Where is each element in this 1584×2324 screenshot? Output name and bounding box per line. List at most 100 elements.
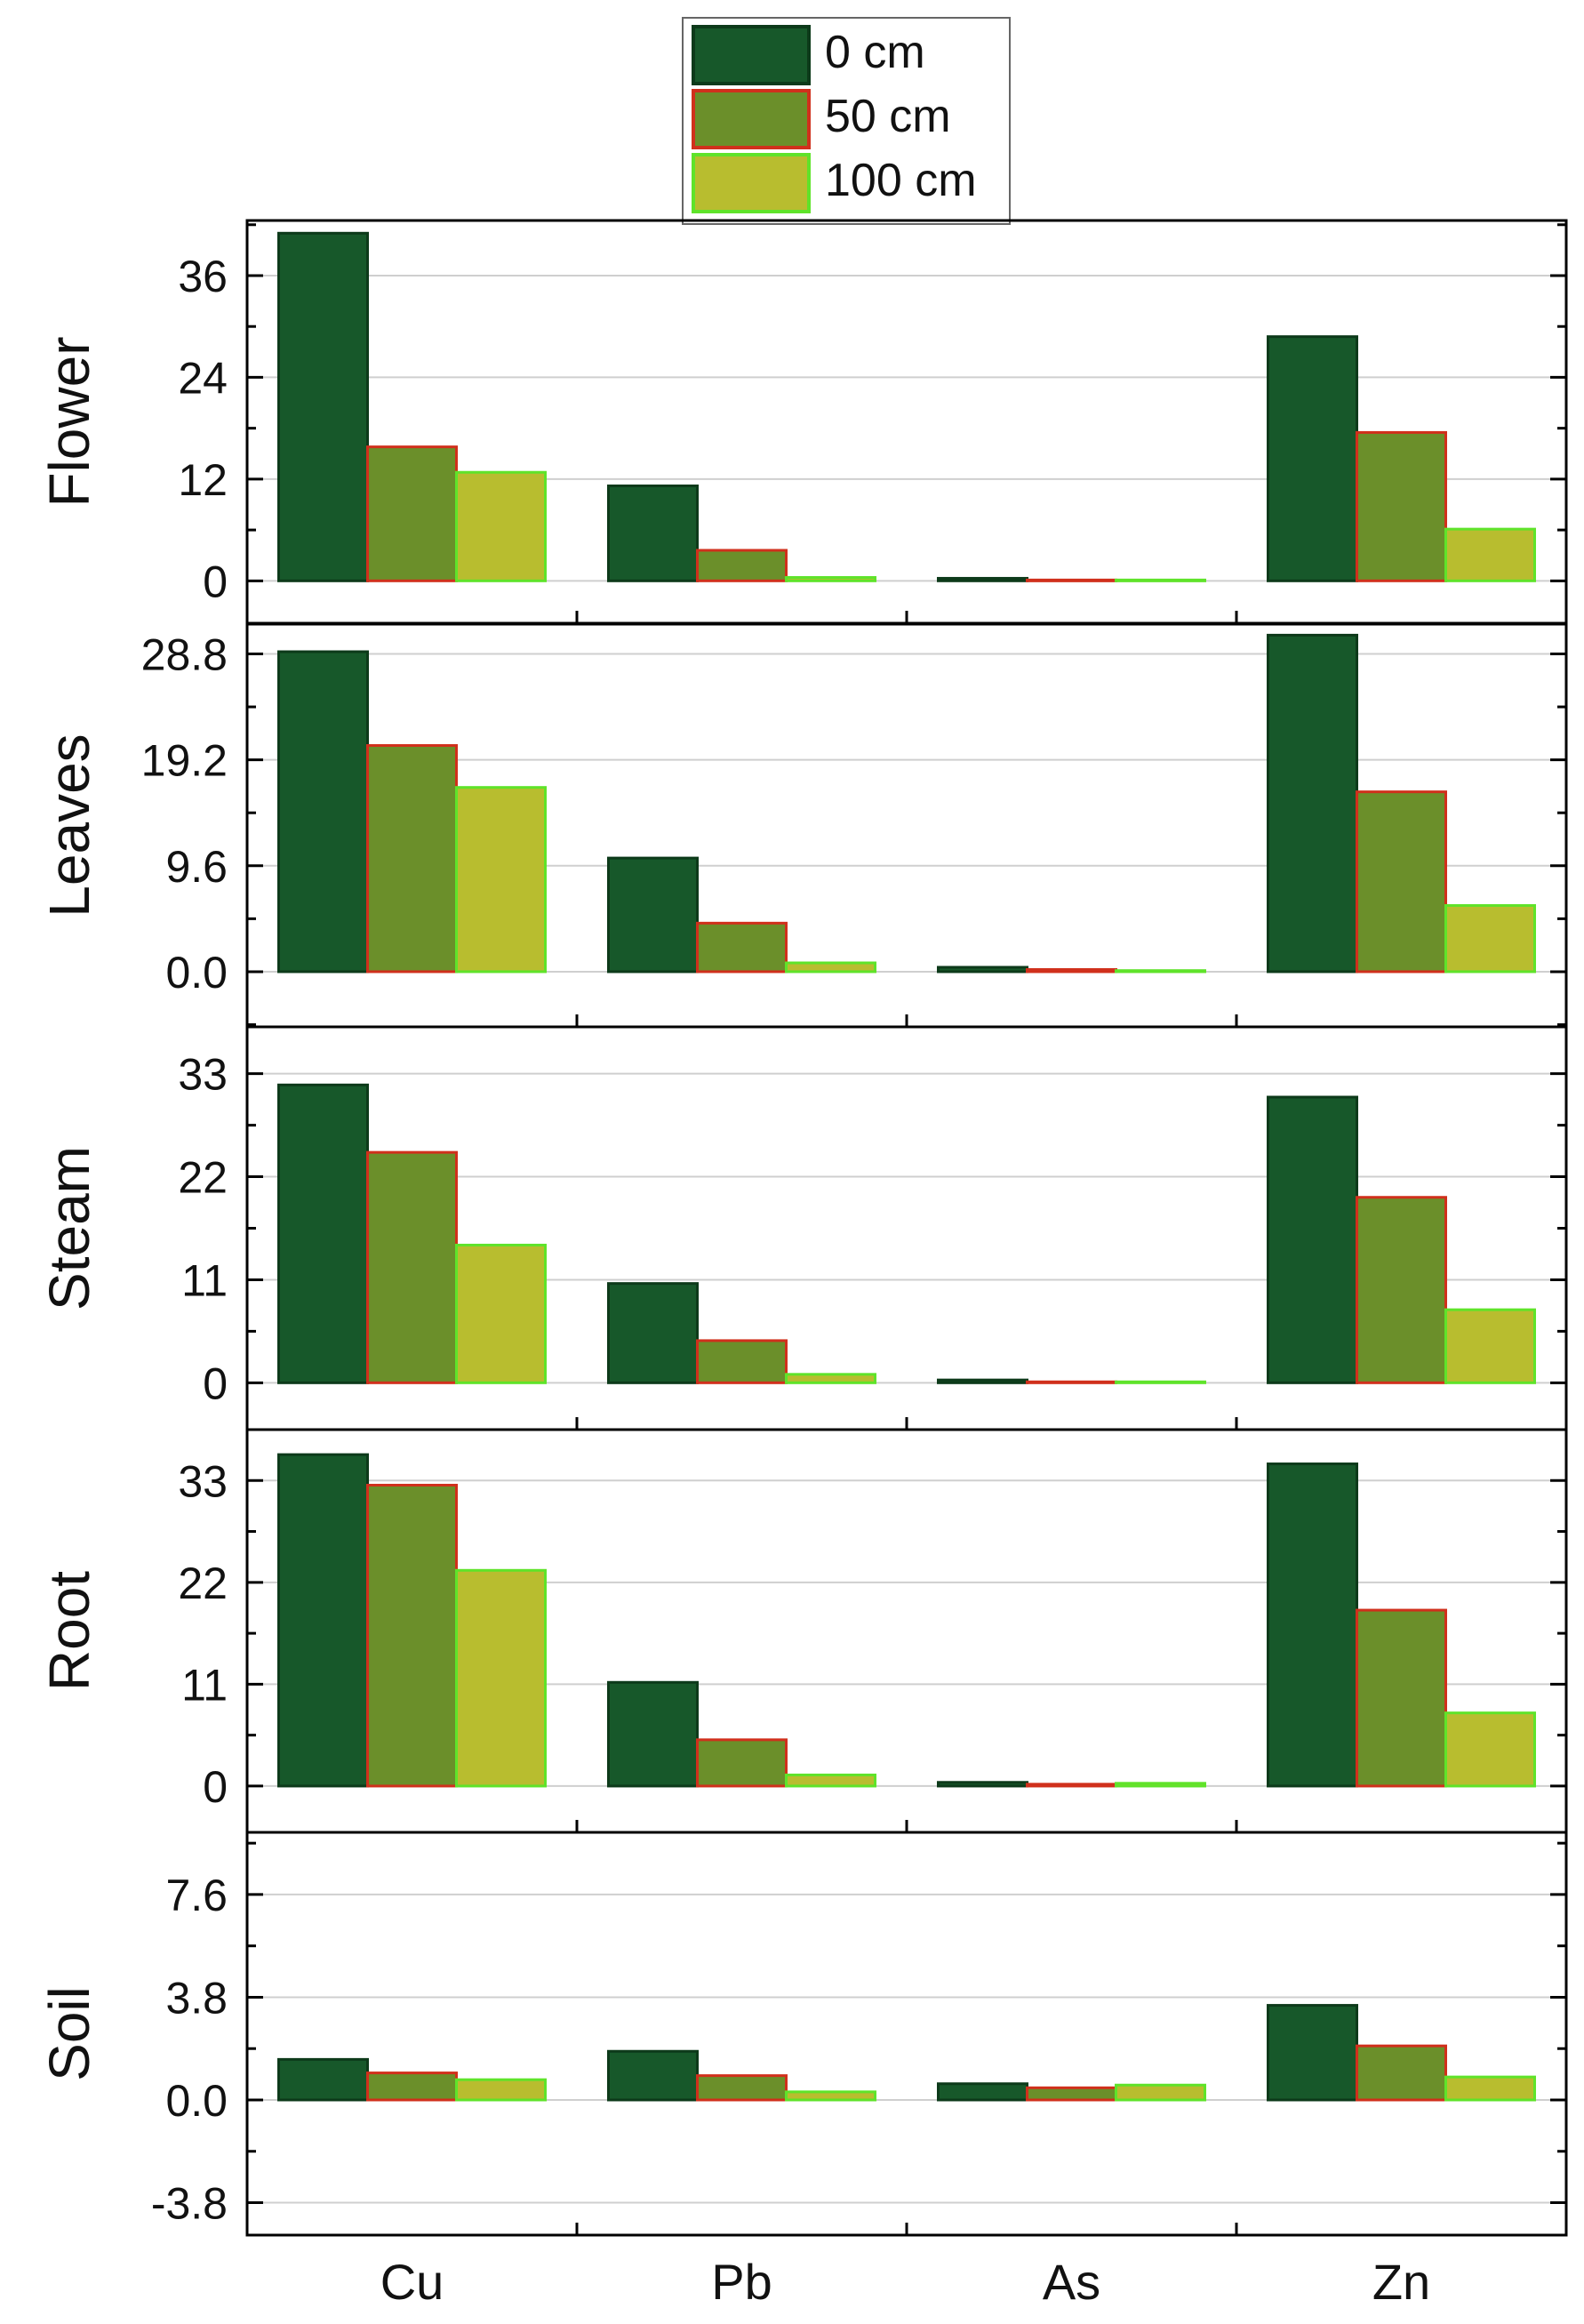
bar-pb-100cm: [785, 1373, 876, 1384]
bar-as-50cm: [1026, 967, 1117, 974]
bar-as-0cm: [937, 966, 1028, 974]
bar-cu-0cm: [277, 1083, 369, 1384]
bar-pb-100cm: [785, 961, 876, 974]
bar-as-0cm: [937, 576, 1028, 582]
bar-zn-0cm: [1267, 1095, 1358, 1384]
ylabel-soil: Soil: [37, 1986, 101, 2081]
bar-as-100cm: [1115, 2083, 1206, 2102]
bar-pb-100cm: [785, 576, 876, 582]
bar-pb-50cm: [696, 1738, 788, 1788]
bar-cu-0cm: [277, 2057, 369, 2102]
bar-zn-100cm: [1444, 1308, 1536, 1384]
legend-label-1: 50 cm: [825, 91, 951, 142]
bar-pb-0cm: [607, 856, 699, 974]
ytick-label-1: 11: [181, 1660, 228, 1710]
bar-pb-0cm: [607, 1680, 699, 1788]
ytick-label-1: 9.6: [165, 842, 228, 892]
bar-zn-100cm: [1444, 1711, 1536, 1788]
bar-zn-50cm: [1356, 2044, 1447, 2102]
xcat-label-pb: Pb: [711, 2254, 772, 2310]
ytick-label-0: 0: [203, 1762, 228, 1812]
bar-pb-100cm: [785, 1773, 876, 1788]
bar-as-100cm: [1115, 1782, 1206, 1788]
panel-steam: 0 11 22 33 Steam: [37, 1025, 1568, 1431]
bar-cu-50cm: [366, 744, 458, 974]
ylabel-steam: Steam: [37, 1146, 101, 1310]
bar-cu-50cm: [366, 1483, 458, 1788]
bar-as-100cm: [1115, 578, 1206, 582]
legend-label-0: 0 cm: [825, 27, 925, 78]
bar-as-50cm: [1026, 578, 1117, 582]
bar-as-50cm: [1026, 1783, 1117, 1788]
bar-pb-50cm: [696, 2074, 788, 2102]
bar-cu-100cm: [455, 470, 547, 582]
bar-as-0cm: [937, 1378, 1028, 1384]
panel-root: 0 11 22 33 Root: [37, 1428, 1568, 1834]
ytick-label-1: 0.0: [165, 2076, 228, 2126]
ytick-label-2: 3.8: [165, 1973, 228, 2023]
xcat-label-zn: Zn: [1372, 2254, 1430, 2310]
bar-cu-100cm: [455, 2078, 547, 2102]
legend: 0 cm 50 cm 100 cm: [682, 17, 1011, 225]
bar-pb-0cm: [607, 485, 699, 582]
ytick-label-0: 0: [203, 557, 228, 606]
bar-pb-0cm: [607, 1282, 699, 1384]
xcat-label-cu: Cu: [380, 2254, 444, 2310]
bar-zn-100cm: [1444, 903, 1536, 974]
bar-zn-0cm: [1267, 633, 1358, 974]
xcat-label-as: As: [1043, 2254, 1100, 2310]
legend-swatch-1: [692, 89, 811, 149]
ylabel-flower: Flower: [37, 336, 101, 507]
bar-cu-0cm: [277, 231, 369, 582]
bar-zn-0cm: [1267, 335, 1358, 582]
ytick-label-0: -3.8: [151, 2179, 228, 2229]
bar-cu-0cm: [277, 1453, 369, 1788]
ytick-label-1: 11: [181, 1255, 228, 1305]
bar-cu-100cm: [455, 786, 547, 974]
ytick-label-3: 7.6: [165, 1871, 228, 1920]
legend-swatch-2: [692, 153, 811, 213]
ylabel-root: Root: [37, 1571, 101, 1691]
bar-as-0cm: [937, 2082, 1028, 2102]
ytick-label-0: 0: [203, 1358, 228, 1408]
panel-soil: -3.8 0.0 3.8 7.6 Soil: [37, 1831, 1568, 2237]
bar-as-0cm: [937, 1781, 1028, 1788]
bar-as-100cm: [1115, 969, 1206, 974]
ytick-label-2: 19.2: [141, 736, 228, 786]
bar-cu-50cm: [366, 1150, 458, 1384]
bar-pb-50cm: [696, 1339, 788, 1384]
bar-zn-0cm: [1267, 2004, 1358, 2102]
ytick-label-2: 22: [178, 1153, 228, 1203]
bar-zn-50cm: [1356, 790, 1447, 974]
bar-zn-100cm: [1444, 2075, 1536, 2102]
legend-label-2: 100 cm: [825, 155, 977, 206]
ytick-label-3: 36: [178, 252, 228, 301]
ytick-label-3: 33: [178, 1050, 228, 1100]
ytick-label-2: 24: [178, 353, 228, 403]
panel-leaves: 0.0 9.6 19.2 28.8 Leaves: [37, 622, 1568, 1029]
ytick-label-3: 28.8: [141, 630, 228, 680]
bar-cu-100cm: [455, 1243, 547, 1384]
bar-zn-50cm: [1356, 1608, 1447, 1788]
panel-flower: 0 12 24 36 Flower: [37, 219, 1568, 625]
bar-pb-0cm: [607, 2049, 699, 2102]
bar-pb-100cm: [785, 2090, 876, 2102]
ytick-label-0: 0.0: [165, 948, 228, 998]
ytick-label-3: 33: [178, 1456, 228, 1506]
bar-cu-100cm: [455, 1568, 547, 1788]
bar-as-50cm: [1026, 2086, 1117, 2102]
bar-zn-50cm: [1356, 1196, 1447, 1384]
bar-cu-0cm: [277, 650, 369, 974]
ytick-label-2: 22: [178, 1559, 228, 1608]
bar-pb-50cm: [696, 549, 788, 582]
bar-pb-50cm: [696, 921, 788, 974]
ylabel-leaves: Leaves: [37, 733, 101, 917]
bar-zn-0cm: [1267, 1463, 1358, 1788]
bar-zn-100cm: [1444, 527, 1536, 582]
panel-frame: [245, 1831, 1568, 2237]
ytick-label-1: 12: [178, 455, 228, 505]
bar-zn-50cm: [1356, 430, 1447, 582]
bar-cu-50cm: [366, 2072, 458, 2102]
legend-swatch-0: [692, 25, 811, 85]
